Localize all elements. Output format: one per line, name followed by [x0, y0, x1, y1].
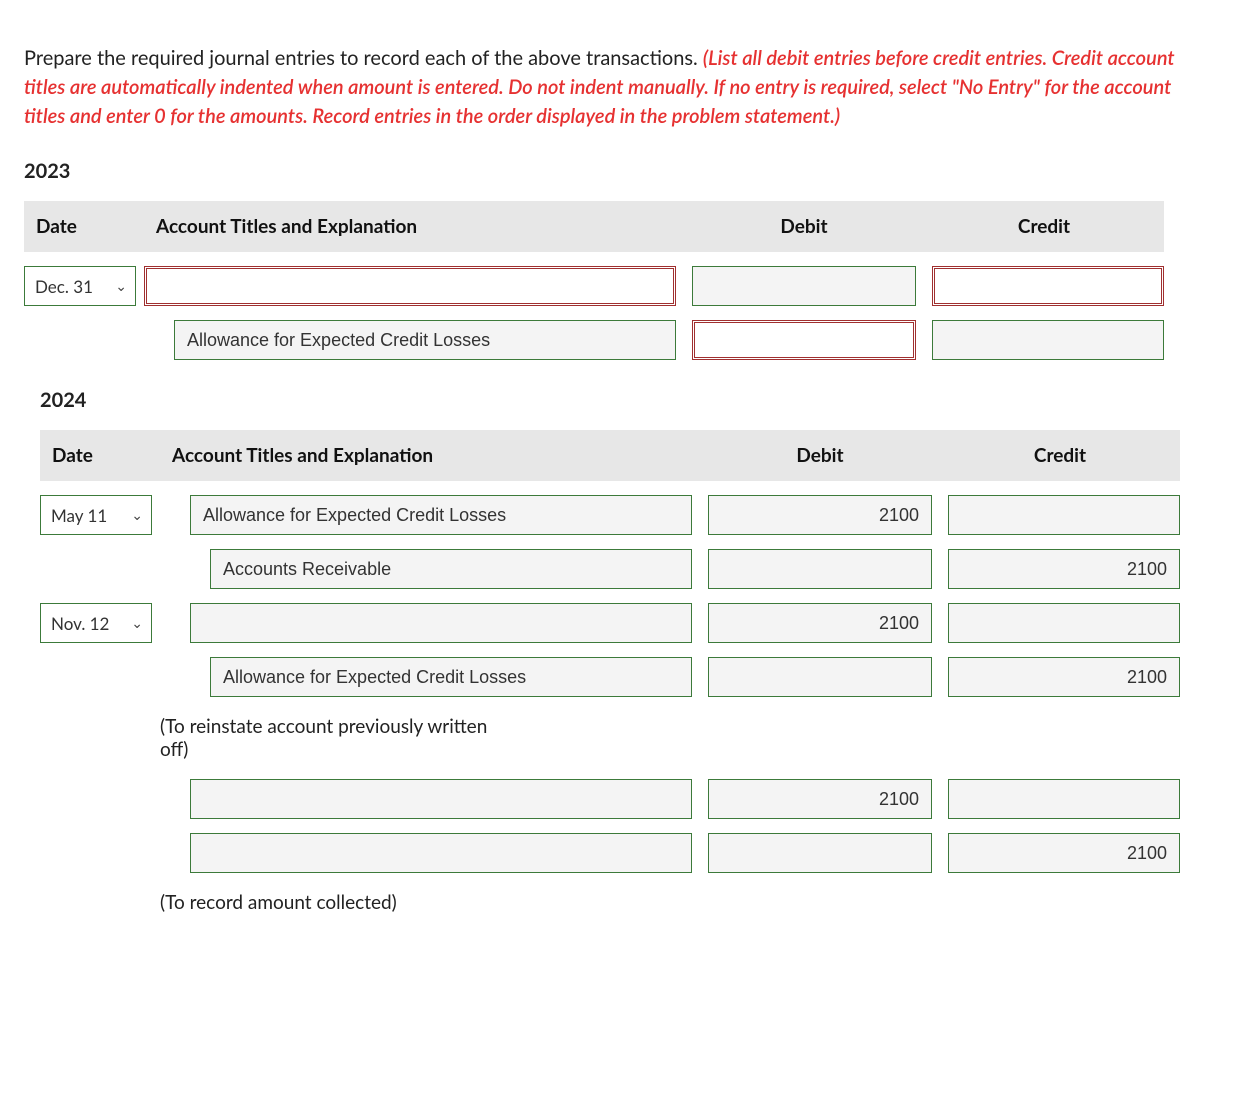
account-title-input[interactable]: [190, 603, 692, 643]
credit-input[interactable]: [932, 320, 1164, 360]
credit-input[interactable]: [932, 266, 1164, 306]
credit-input[interactable]: [948, 549, 1180, 589]
date-select[interactable]: May 11 ⌄: [40, 495, 152, 535]
account-title-input[interactable]: [210, 657, 692, 697]
date-select-value: Dec. 31: [35, 276, 93, 297]
col-header-credit: Credit: [940, 430, 1180, 481]
debit-input[interactable]: [692, 266, 916, 306]
explanation-text: (To record amount collected): [160, 887, 700, 918]
date-select-value: May 11: [51, 505, 107, 526]
account-title-input[interactable]: [174, 320, 676, 360]
account-title-input[interactable]: [144, 266, 676, 306]
col-header-debit: Debit: [684, 201, 924, 252]
col-header-titles: Account Titles and Explanation: [160, 430, 700, 481]
chevron-down-icon: ⌄: [115, 277, 127, 295]
debit-input[interactable]: [708, 779, 932, 819]
instructions-paragraph: Prepare the required journal entries to …: [24, 44, 1210, 131]
col-header-debit: Debit: [700, 430, 940, 481]
explanation-text: (To reinstate account previously written…: [160, 711, 500, 765]
year-label-2024: 2024: [40, 388, 1210, 412]
col-header-titles: Account Titles and Explanation: [144, 201, 684, 252]
debit-input[interactable]: [708, 495, 932, 535]
chevron-down-icon: ⌄: [131, 506, 143, 524]
credit-input[interactable]: [948, 657, 1180, 697]
debit-input[interactable]: [708, 833, 932, 873]
debit-input[interactable]: [708, 657, 932, 697]
debit-input[interactable]: [692, 320, 916, 360]
date-select[interactable]: Dec. 31 ⌄: [24, 266, 136, 306]
journal-table-2024: Date Account Titles and Explanation Debi…: [40, 430, 1210, 918]
col-header-date: Date: [40, 430, 160, 481]
col-header-date: Date: [24, 201, 144, 252]
date-select-value: Nov. 12: [51, 613, 109, 634]
account-title-input[interactable]: [190, 495, 692, 535]
account-title-input[interactable]: [190, 779, 692, 819]
account-title-input[interactable]: [190, 833, 692, 873]
date-select[interactable]: Nov. 12 ⌄: [40, 603, 152, 643]
journal-table-2023: Date Account Titles and Explanation Debi…: [24, 201, 1210, 360]
credit-input[interactable]: [948, 833, 1180, 873]
credit-input[interactable]: [948, 779, 1180, 819]
credit-input[interactable]: [948, 495, 1180, 535]
debit-input[interactable]: [708, 549, 932, 589]
year-label-2023: 2023: [24, 159, 1210, 183]
credit-input[interactable]: [948, 603, 1180, 643]
debit-input[interactable]: [708, 603, 932, 643]
instructions-plain: Prepare the required journal entries to …: [24, 46, 703, 70]
account-title-input[interactable]: [210, 549, 692, 589]
col-header-credit: Credit: [924, 201, 1164, 252]
chevron-down-icon: ⌄: [131, 614, 143, 632]
